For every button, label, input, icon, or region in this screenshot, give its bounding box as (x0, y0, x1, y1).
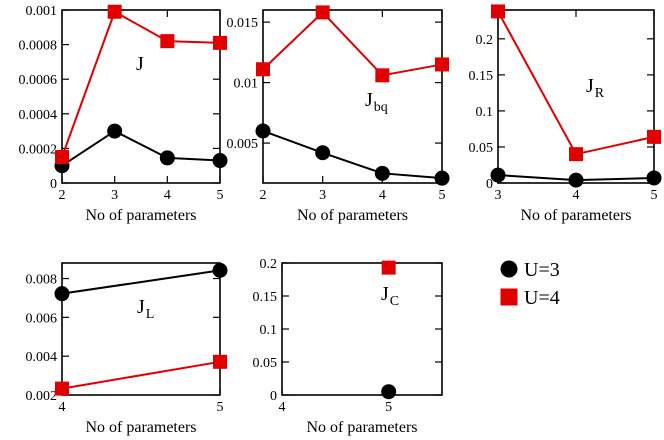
data-point-u4 (491, 4, 505, 19)
data-point-u4 (375, 68, 390, 83)
x-tick-label: 3 (111, 188, 118, 203)
x-tick-label: 5 (217, 188, 224, 203)
data-point-u3 (568, 172, 584, 188)
panel-label: JC (381, 283, 399, 309)
y-tick-label: 0.15 (253, 290, 278, 305)
panel-j: 2 3 4 5 0 0.0002 0.0004 0.0006 0.0008 0.001 No of … (19, 4, 228, 224)
panel-label: JR (586, 75, 605, 101)
y-tick-label: 0.1 (476, 105, 494, 120)
series-line-u4 (61, 360, 221, 390)
x-tick-label: 4 (279, 400, 286, 415)
series-line-u3 (61, 129, 221, 167)
plot-frame (262, 9, 443, 184)
y-tick-label: 0.006 (26, 311, 58, 326)
data-point-u3 (255, 123, 271, 139)
y-tick-label: 0.2 (476, 33, 494, 48)
y-tick-label: 0.001 (26, 4, 58, 19)
panel-jc: 4 5 0 0.05 0.1 0.15 0.2 No of parameters JC (253, 257, 443, 436)
y-tick-label: 0.005 (227, 137, 259, 152)
x-axis-label: No of parameters (85, 207, 196, 224)
data-point-u3 (159, 150, 175, 166)
legend-label: U=4 (524, 287, 560, 309)
x-tick-label: 4 (59, 400, 66, 415)
y-tick-label: 0 (270, 389, 277, 404)
x-tick-label: 5 (651, 188, 658, 203)
x-tick-label: 5 (439, 188, 446, 203)
data-point-u3 (381, 384, 397, 400)
x-tick-label: 3 (495, 188, 502, 203)
plot-frame (61, 262, 221, 396)
panel-jl: 4 5 0.002 0.004 0.006 0.008 No of parameters JL (26, 262, 228, 436)
x-tick-label: 4 (164, 188, 171, 203)
data-point-u4 (213, 35, 227, 50)
data-point-u4 (55, 150, 69, 165)
y-tick-label: 0.008 (26, 273, 58, 288)
data-point-u3 (315, 145, 331, 161)
x-tick-label: 2 (59, 188, 66, 203)
data-point-u4 (315, 5, 330, 20)
y-tick-label: 0.0002 (19, 142, 58, 157)
data-point-u4 (569, 147, 583, 162)
x-axis-label: No of parameters (306, 419, 417, 436)
y-tick-label: 0.0006 (19, 73, 58, 88)
series-line-u3 (61, 269, 221, 295)
data-point-u3 (212, 153, 228, 169)
y-tick-label: 0.05 (469, 141, 494, 156)
x-tick-label: 3 (319, 188, 326, 203)
y-tick-label: 0.004 (26, 350, 58, 365)
y-tick-label: 0.2 (260, 257, 278, 272)
y-tick-label: 0.1 (260, 323, 278, 338)
data-point-u3 (490, 167, 506, 183)
legend: U=3U=4 (500, 259, 560, 309)
panel-label: J (136, 53, 144, 75)
x-axis-label: No of parameters (85, 419, 196, 436)
data-point-u4 (107, 4, 122, 19)
x-tick-label: 4 (379, 188, 386, 203)
data-point-u4 (256, 62, 270, 77)
data-point-u3 (107, 123, 123, 139)
data-point-u3 (212, 262, 228, 278)
panel-label: Jbq (365, 89, 388, 115)
data-point-u4 (160, 34, 175, 49)
y-tick-label: 0 (486, 177, 493, 192)
series-line-u3 (262, 130, 443, 180)
plot-frame (61, 9, 221, 184)
y-tick-label: 0.15 (469, 69, 494, 84)
legend-marker-u3 (500, 260, 518, 278)
y-tick-label: 0.05 (253, 356, 278, 371)
x-tick-label: 5 (217, 400, 224, 415)
data-point-u4 (213, 354, 227, 369)
x-tick-label: 2 (260, 188, 267, 203)
data-point-u3 (54, 286, 70, 302)
data-point-u4 (381, 260, 396, 275)
y-tick-label: 0.015 (227, 16, 259, 31)
legend-marker-u4 (500, 288, 518, 306)
panel-jbq: 2 3 4 5 0.005 0.01 0.015 No of parameters Jbq (227, 5, 450, 224)
data-point-u4 (647, 129, 661, 144)
legend-label: U=3 (524, 259, 560, 281)
y-tick-label: 0.002 (26, 389, 58, 404)
data-point-u3 (434, 170, 450, 186)
series-line-u4 (61, 10, 221, 158)
data-point-u3 (374, 165, 390, 181)
series-line-u4 (497, 10, 655, 156)
panel-jr: 3 4 5 0 0.05 0.1 0.15 0.2 No of parameters JR (469, 4, 662, 224)
x-axis-label: No of parameters (297, 207, 408, 224)
x-axis-label: No of parameters (520, 207, 631, 224)
panel-label: JL (137, 296, 154, 322)
y-tick-label: 0.01 (234, 77, 259, 92)
x-tick-label: 5 (385, 400, 392, 415)
series-line-u4 (262, 11, 443, 77)
data-point-u4 (435, 57, 449, 72)
y-tick-label: 0.0004 (19, 108, 58, 123)
y-tick-label: 0.0008 (19, 39, 58, 54)
y-tick-label: 0 (50, 177, 57, 192)
plot-frame (281, 262, 443, 396)
x-tick-label: 4 (573, 188, 580, 203)
data-point-u3 (646, 170, 662, 186)
data-point-u4 (55, 381, 69, 396)
